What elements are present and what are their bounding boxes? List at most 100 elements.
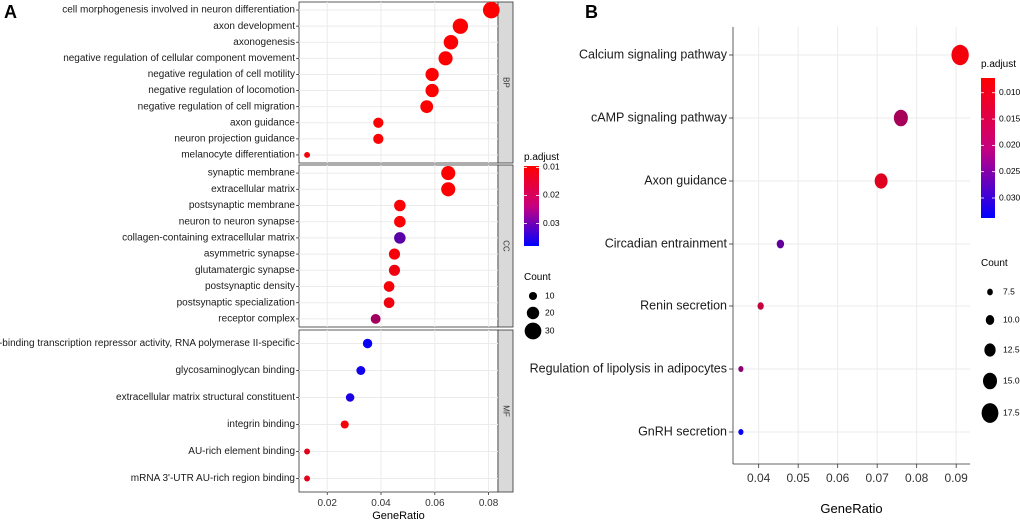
size-key (526, 306, 540, 320)
x-tick-label: 0.04 (747, 471, 771, 485)
point-melanocyte-differentiation (304, 151, 311, 158)
legend-title: Count (981, 258, 1008, 269)
size-key-label: 20 (545, 307, 555, 317)
x-tick-label: 0.07 (865, 471, 889, 485)
point-integrin-binding (340, 420, 349, 429)
y-tick-label: axon development (213, 21, 295, 32)
size-key (984, 343, 996, 357)
size-key-label: 10 (545, 290, 555, 300)
y-tick-label: DNA-binding transcription repressor acti… (0, 338, 295, 349)
plot-background (733, 27, 970, 464)
point-axonogenesis (443, 34, 459, 50)
point-circadian-entrainment (776, 239, 785, 249)
facet-strip-label: BP (501, 77, 510, 88)
facet-strip-mf (497, 329, 514, 493)
colorbar-label: 0.025 (999, 166, 1020, 176)
legend-count-b: Count 7.5 10.0 12.5 15.0 17.5 (981, 258, 1020, 423)
facet-strip-bp (497, 1, 514, 164)
point-negative-regulation-of-cell-migration (420, 100, 434, 114)
point-camp-signaling-pathway (893, 109, 908, 127)
x-axis-b: 0.04 0.05 0.06 0.07 0.08 0.09 GeneRatio (747, 464, 968, 516)
point-gnrh-secretion (738, 428, 744, 436)
point-dna-binding-transcription-repressor-activity-rna-polymerase-ii-specific (362, 338, 373, 349)
point-calcium-signaling-pathway (951, 44, 969, 66)
x-tick-label: 0.05 (786, 471, 810, 485)
point-neuron-to-neuron-synapse (394, 215, 406, 228)
colorbar-label: 0.02 (543, 190, 560, 200)
size-key-label: 12.5 (1003, 344, 1020, 354)
y-tick-label: negative regulation of cell motility (148, 69, 295, 80)
point-postsynaptic-density (383, 281, 395, 292)
x-tick-label: 0.08 (479, 498, 499, 509)
panel-a: A BP cell morphogenesis involved in neuron… (0, 1, 560, 522)
y-tick-label: extracellular matrix (211, 184, 295, 195)
y-tick-label: melanocyte differentiation (181, 150, 295, 161)
facet-cc: CC synaptic membrane extracellular matrix p… (122, 164, 514, 328)
size-key-label: 17.5 (1003, 407, 1020, 417)
x-axis-title: GeneRatio (820, 501, 882, 516)
x-tick-label: 0.08 (905, 471, 929, 485)
y-tick-label: neuron projection guidance (174, 133, 295, 144)
y-tick-label: cell morphogenesis involved in neuron di… (62, 5, 295, 16)
x-axis-a: 0.02 0.04 0.06 0.08 GeneRatio (318, 492, 499, 522)
size-key (982, 372, 998, 390)
point-regulation-of-lipolysis-in-adipocytes (738, 365, 744, 373)
y-tick-label: Renin secretion (640, 298, 727, 312)
y-tick-label: receptor complex (218, 314, 295, 325)
legend-title: Count (524, 272, 551, 283)
legend-title: p.adjust (981, 59, 1016, 70)
colorbar-label: 0.01 (543, 162, 560, 172)
point-glycosaminoglycan-binding (356, 366, 366, 375)
y-tick-label: extracellular matrix structural constitu… (116, 392, 295, 403)
facet-panel-cc (298, 164, 499, 328)
point-glutamatergic-synapse (388, 264, 401, 276)
y-tick-label: negative regulation of locomotion (148, 85, 295, 96)
x-axis-title: GeneRatio (372, 510, 425, 521)
point-extracellular-matrix (441, 182, 456, 197)
y-tick-label: postsynaptic specialization (177, 297, 295, 308)
colorbar-label: 0.015 (999, 113, 1020, 123)
point-postsynaptic-specialization (383, 297, 395, 309)
point-au-rich-element-binding (304, 448, 311, 455)
colorbar (981, 78, 995, 218)
y-tick-label: neuron to neuron synapse (179, 216, 296, 227)
y-tick-label: mRNA 3'-UTR AU-rich region binding (131, 473, 295, 484)
y-tick-label: cAMP signaling pathway (591, 110, 728, 124)
facet-mf: MF DNA-binding transcription repressor ac… (0, 329, 514, 493)
facet-strip-cc (497, 164, 514, 328)
point-extracellular-matrix-structural-constituent (345, 393, 355, 402)
facet-strip-label: MF (501, 405, 510, 417)
facet-bp: BP cell morphogenesis involved in neuron … (62, 1, 514, 164)
y-tick-label: postsynaptic membrane (189, 200, 296, 211)
panel-a-label: A (4, 2, 17, 22)
x-tick-label: 0.04 (371, 498, 391, 509)
y-tick-label: integrin binding (227, 419, 295, 430)
colorbar (524, 166, 539, 246)
y-tick-label: Axon guidance (644, 173, 727, 187)
point-collagen-containing-extracellular-matrix (394, 232, 406, 244)
legend-count-a: Count 10 20 30 (524, 272, 555, 340)
size-key-label: 15.0 (1003, 375, 1020, 385)
y-tick-label: axon guidance (230, 117, 295, 128)
point-negative-regulation-of-cellular-component-movement (438, 51, 453, 66)
point-axon-development (452, 18, 469, 34)
panel-b: B Calcium signaling pathway cAMP signaling… (530, 2, 1020, 516)
x-tick-label: 0.06 (826, 471, 850, 485)
size-key (524, 322, 542, 340)
colorbar-label: 0.010 (999, 87, 1020, 97)
size-key (987, 288, 993, 296)
size-key (981, 403, 999, 423)
y-tick-label: axonogenesis (233, 37, 295, 48)
point-negative-regulation-of-locomotion (425, 83, 439, 98)
panel-b-label: B (585, 2, 598, 22)
size-key-label: 30 (545, 325, 555, 335)
x-tick-label: 0.06 (425, 498, 445, 509)
facet-panel-mf (298, 329, 499, 493)
point-axon-guidance (874, 173, 888, 189)
size-key (985, 315, 995, 325)
point-receptor-complex (370, 313, 381, 324)
y-tick-label: negative regulation of cellular componen… (63, 53, 295, 64)
point-cell-morphogenesis-involved-in-neuron-differentiation (482, 1, 500, 19)
y-tick-label: glutamatergic synapse (195, 265, 295, 276)
